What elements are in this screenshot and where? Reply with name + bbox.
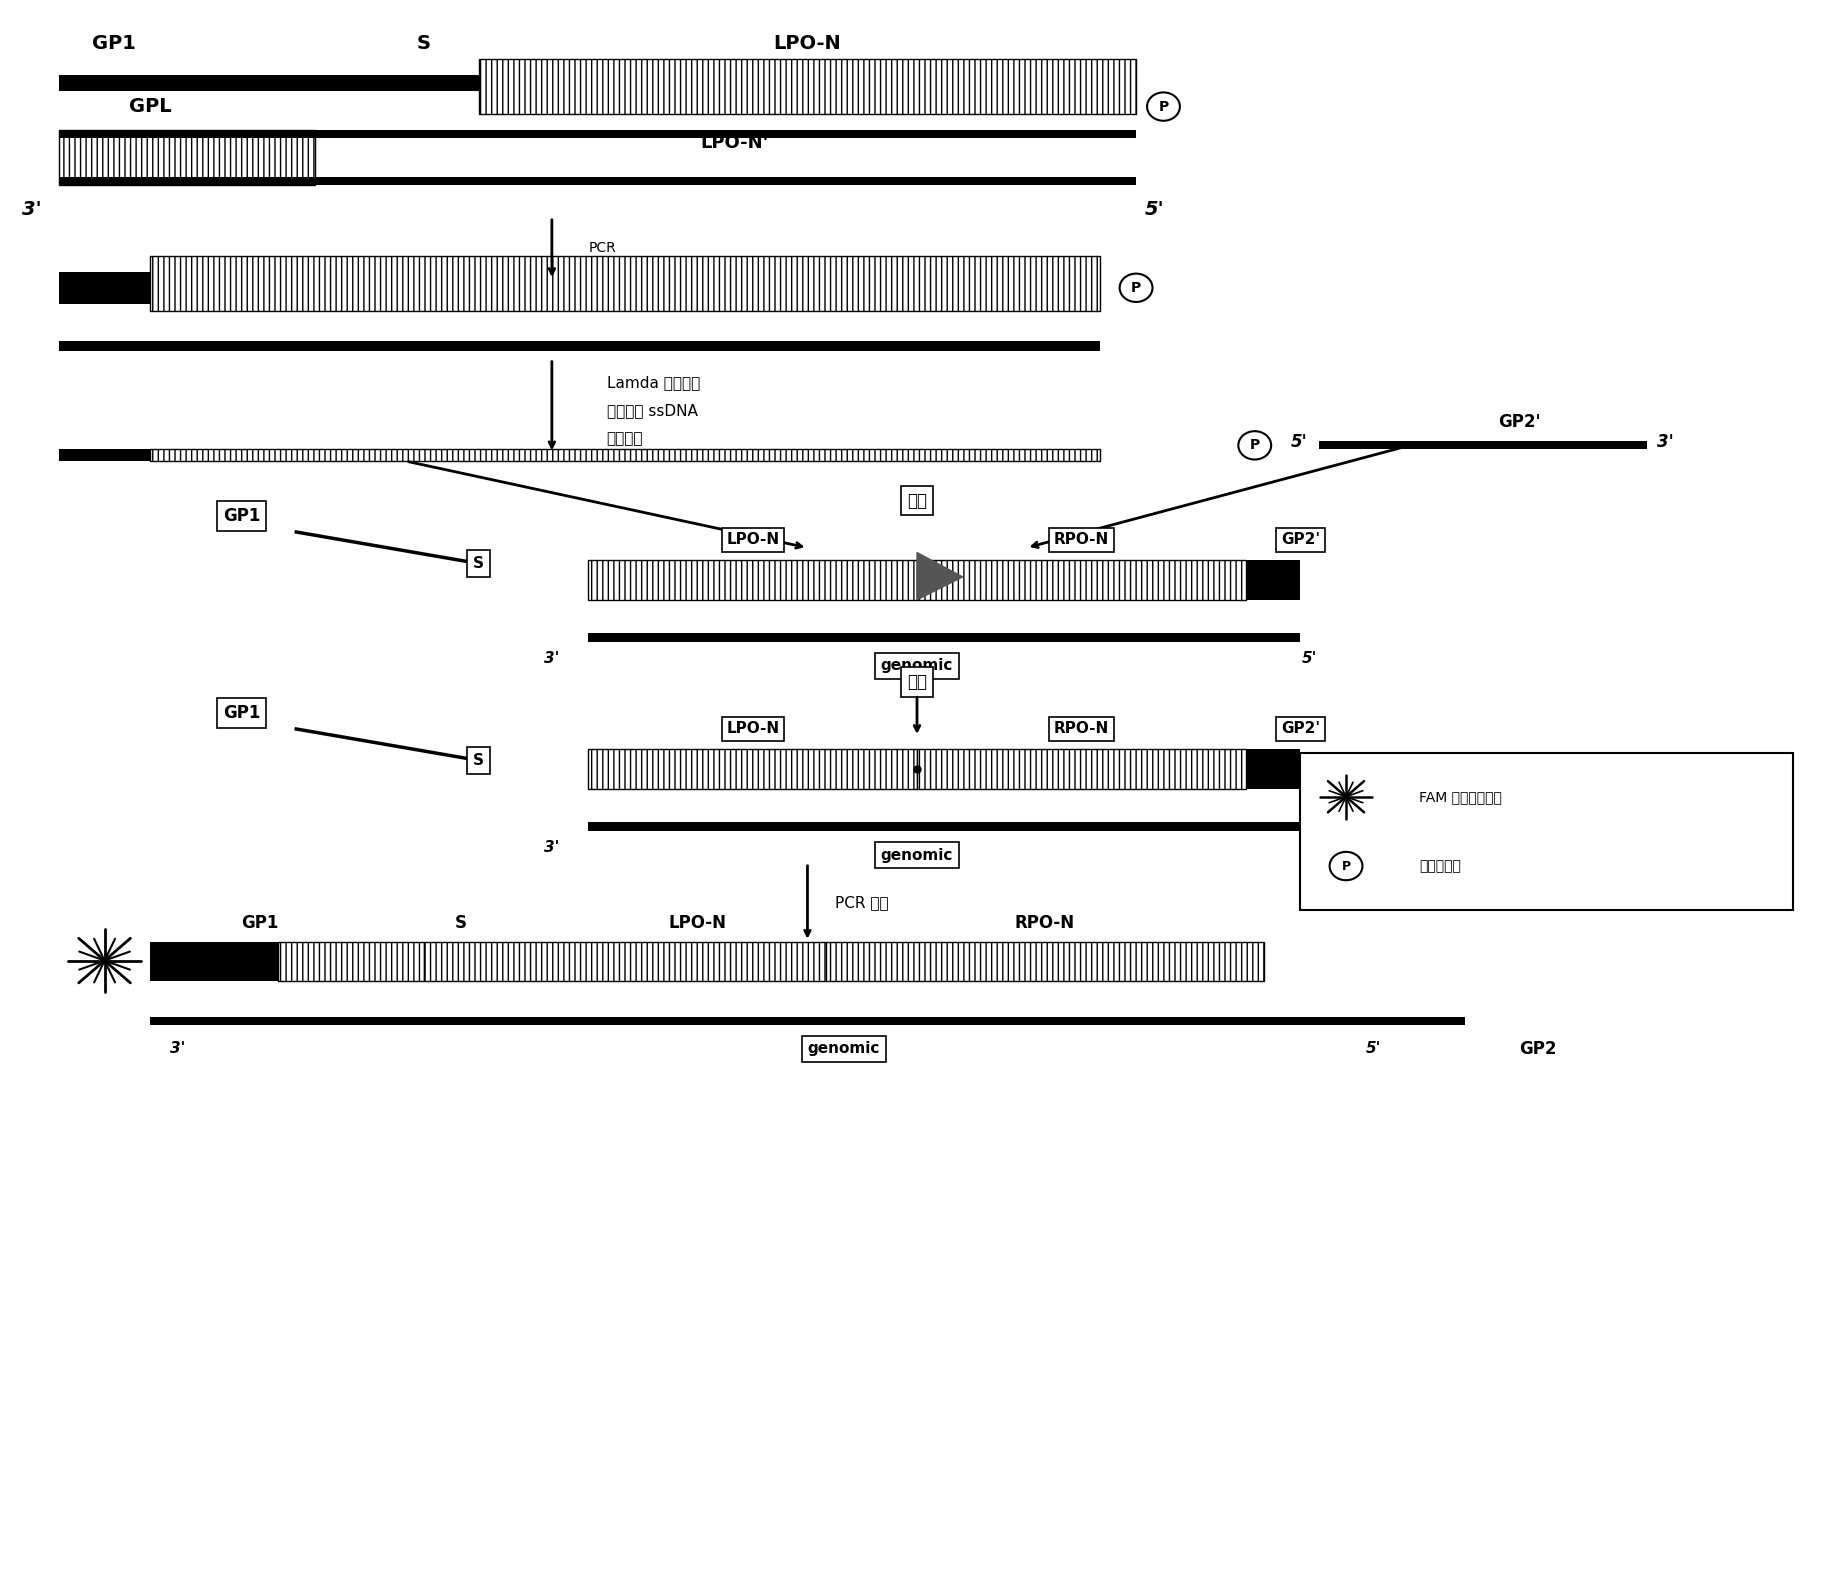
Text: 5': 5' — [1302, 840, 1317, 855]
Circle shape — [1119, 274, 1152, 303]
Text: RPO-N: RPO-N — [1055, 721, 1110, 737]
Text: RPO-N: RPO-N — [1055, 532, 1110, 548]
Text: 3': 3' — [1658, 432, 1674, 451]
Text: genomic: genomic — [880, 847, 954, 863]
Bar — [1245, 561, 1300, 600]
Text: LPO-N': LPO-N' — [701, 133, 768, 152]
Bar — [314, 130, 1135, 138]
Text: 3': 3' — [545, 651, 559, 665]
Bar — [279, 942, 424, 980]
Text: GP2': GP2' — [1280, 532, 1320, 548]
Bar — [1245, 749, 1300, 789]
Bar — [59, 177, 1135, 185]
Bar — [59, 272, 150, 304]
Circle shape — [1238, 431, 1271, 459]
Bar — [589, 561, 917, 600]
Text: LPO-N: LPO-N — [726, 721, 779, 737]
Bar — [150, 448, 1100, 461]
Text: S: S — [455, 914, 466, 931]
Bar — [59, 74, 479, 90]
Text: 连接: 连接 — [908, 673, 926, 691]
Bar — [59, 448, 150, 461]
Bar — [1300, 752, 1794, 911]
Bar — [59, 130, 314, 185]
Text: LPO-N: LPO-N — [726, 532, 779, 548]
Text: genomic: genomic — [807, 1041, 880, 1057]
Text: GP2': GP2' — [1498, 413, 1541, 431]
Text: genomic: genomic — [880, 659, 954, 673]
Text: 杂交: 杂交 — [908, 491, 926, 510]
Text: GPL: GPL — [128, 97, 172, 116]
Text: FAM 荧光基团修饰: FAM 荧光基团修饰 — [1420, 790, 1502, 803]
Text: PCR: PCR — [589, 241, 616, 255]
Text: S: S — [473, 556, 484, 570]
Text: LPO-N: LPO-N — [669, 914, 726, 931]
Bar — [59, 177, 314, 185]
Text: Lamda 核酸外切: Lamda 核酸外切 — [607, 375, 701, 390]
Text: P: P — [1341, 860, 1350, 873]
Bar — [424, 942, 825, 980]
Text: GP1: GP1 — [222, 507, 260, 526]
Circle shape — [1146, 92, 1179, 120]
Text: 酶消化及 ssDNA: 酶消化及 ssDNA — [607, 404, 697, 418]
Text: 3': 3' — [545, 840, 559, 855]
Text: 5': 5' — [1291, 432, 1308, 451]
Text: GP1: GP1 — [240, 914, 279, 931]
Text: 5': 5' — [1302, 651, 1317, 665]
Text: LPO-N: LPO-N — [774, 35, 842, 52]
Text: P: P — [1132, 280, 1141, 295]
Text: 纯化回收: 纯化回收 — [607, 431, 644, 447]
Bar — [589, 634, 1300, 642]
Text: GP2: GP2 — [1519, 1039, 1557, 1058]
Text: 3': 3' — [171, 1041, 185, 1057]
Text: 5': 5' — [1366, 1041, 1381, 1057]
Bar — [150, 257, 1100, 312]
Bar — [917, 561, 1245, 600]
Text: 3': 3' — [22, 200, 42, 219]
Bar — [1319, 442, 1647, 450]
Text: GP1: GP1 — [222, 705, 260, 722]
Bar — [59, 130, 314, 138]
Text: 磷酸化修饰: 磷酸化修饰 — [1420, 859, 1462, 873]
Text: P: P — [1249, 439, 1260, 453]
Bar — [59, 342, 1100, 350]
Bar — [150, 1017, 1465, 1025]
Bar — [589, 749, 917, 789]
Bar — [479, 59, 1135, 114]
Text: RPO-N: RPO-N — [1014, 914, 1075, 931]
Bar — [825, 942, 1264, 980]
Circle shape — [1330, 852, 1363, 881]
Bar — [589, 822, 1300, 832]
Bar — [150, 942, 279, 980]
Text: 5': 5' — [1144, 200, 1165, 219]
Text: S: S — [416, 35, 431, 52]
Polygon shape — [917, 553, 963, 600]
Text: PCR 检测: PCR 检测 — [834, 895, 888, 909]
Bar — [917, 749, 1245, 789]
Text: P: P — [1159, 100, 1168, 114]
Text: GP1: GP1 — [92, 35, 136, 52]
Text: GP2': GP2' — [1280, 721, 1320, 737]
Text: S: S — [473, 752, 484, 768]
